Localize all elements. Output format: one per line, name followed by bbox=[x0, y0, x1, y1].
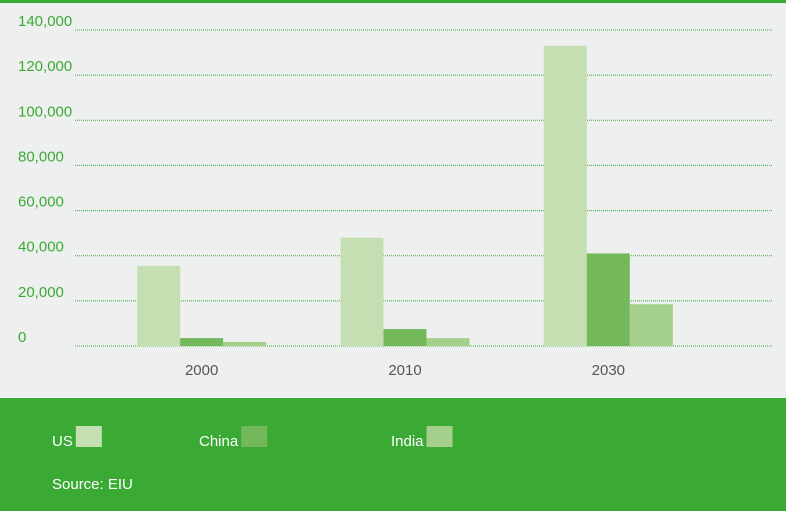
y-tick-label: 60,000 bbox=[18, 194, 64, 211]
bar bbox=[340, 237, 384, 346]
bar bbox=[426, 338, 470, 346]
y-tick-label: 0 bbox=[18, 329, 26, 346]
legend-swatch bbox=[426, 426, 453, 447]
top-rule bbox=[0, 0, 786, 3]
bar bbox=[223, 341, 267, 346]
y-tick-label: 100,000 bbox=[18, 103, 72, 120]
legend-label: India bbox=[391, 433, 424, 450]
legend-label: China bbox=[199, 433, 239, 450]
bar bbox=[543, 45, 587, 347]
y-tick-label: 140,000 bbox=[18, 13, 72, 30]
legend-panel bbox=[0, 398, 786, 511]
legend-label: US bbox=[52, 433, 73, 450]
bar bbox=[137, 265, 181, 346]
source-note: Source: EIU bbox=[52, 476, 133, 493]
legend-swatch bbox=[241, 426, 268, 447]
bar bbox=[383, 329, 427, 346]
x-tick-label: 2000 bbox=[185, 362, 218, 379]
y-tick-label: 120,000 bbox=[18, 58, 72, 75]
x-tick-label: 2010 bbox=[388, 362, 421, 379]
y-tick-label: 80,000 bbox=[18, 148, 64, 165]
bar bbox=[629, 304, 673, 346]
legend-swatch bbox=[75, 426, 102, 447]
bar bbox=[180, 338, 224, 346]
y-tick-label: 40,000 bbox=[18, 239, 64, 256]
y-tick-label: 20,000 bbox=[18, 284, 64, 301]
x-tick-label: 2030 bbox=[592, 362, 625, 379]
bar bbox=[586, 253, 630, 346]
